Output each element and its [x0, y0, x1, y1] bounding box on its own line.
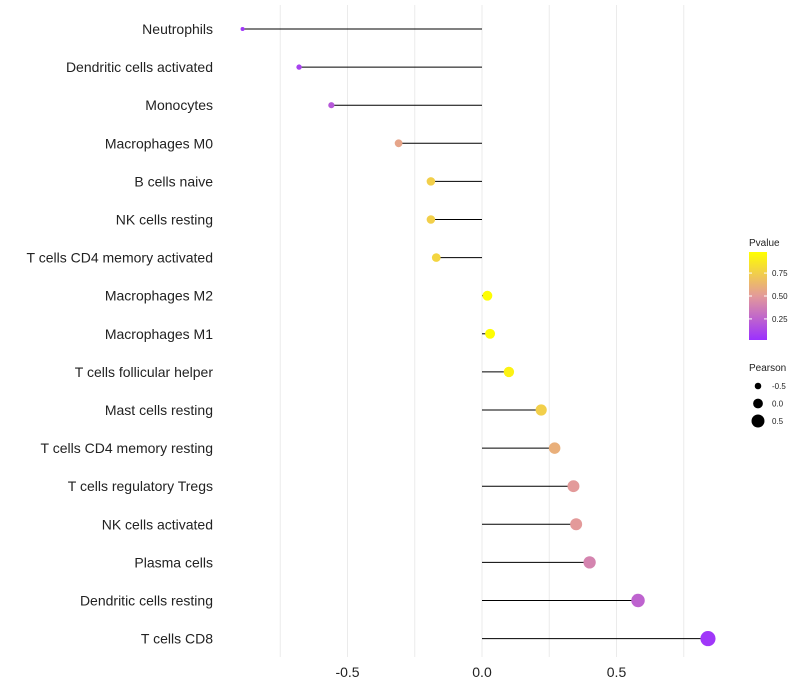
lollipop-point [570, 518, 583, 531]
lollipop-point [583, 556, 596, 569]
pvalue-legend-ticks: 0.25 0.50 0.75 [749, 269, 788, 324]
pearson-legend-label: 0.5 [772, 417, 784, 426]
grid-lines [279, 5, 685, 657]
lollipop-point [394, 139, 403, 148]
pvalue-tick-label: 0.25 [772, 315, 788, 324]
lollipop-point [328, 102, 335, 109]
lollipop-point [240, 26, 245, 32]
category-label: Dendritic cells resting [80, 593, 213, 609]
pearson-legend-key [753, 398, 763, 409]
category-label: T cells CD8 [141, 631, 213, 647]
pearson-legend-keys: -0.5 0.0 0.5 [751, 382, 786, 428]
lollipop-point [535, 404, 547, 416]
lollipop-point [567, 480, 580, 493]
pvalue-legend-title: Pvalue [749, 238, 780, 249]
pvalue-colorbar [749, 252, 767, 340]
category-label: T cells regulatory Tregs [68, 478, 213, 494]
category-label: Mast cells resting [105, 402, 213, 418]
x-tick-label: 0.0 [472, 664, 492, 680]
x-tick-label: -0.5 [335, 664, 359, 680]
pearson-legend: Pearson -0.5 0.0 0.5 [749, 363, 786, 428]
category-label: Macrophages M1 [105, 326, 213, 342]
lollipop-point [548, 442, 561, 454]
category-label: T cells CD4 memory resting [41, 440, 213, 456]
pearson-legend-label: 0.0 [772, 400, 784, 409]
lollipop-point [426, 177, 436, 186]
pearson-legend-key [754, 382, 762, 390]
lollipop-stems [242, 28, 708, 640]
category-label: Plasma cells [134, 554, 213, 570]
lollipop-point [503, 366, 515, 378]
pvalue-tick-label: 0.50 [772, 292, 788, 301]
pearson-legend-key [751, 414, 765, 428]
y-axis-category-labels: Neutrophils Dendritic cells activated Mono… [27, 21, 214, 647]
category-label: Monocytes [145, 97, 213, 113]
category-label: Neutrophils [142, 21, 213, 37]
category-label: B cells naive [134, 173, 213, 189]
pearson-legend-title: Pearson [749, 363, 786, 374]
lollipop-point [700, 631, 716, 647]
category-label: T cells follicular helper [75, 364, 214, 380]
category-label: Macrophages M0 [105, 135, 213, 151]
lollipop-point [482, 290, 493, 301]
lollipop-point [426, 215, 436, 224]
lollipop-point [631, 593, 645, 608]
lollipop-points [240, 26, 716, 647]
pvalue-tick-label: 0.75 [772, 269, 788, 278]
lollipop-point [431, 253, 441, 262]
category-label: Macrophages M2 [105, 288, 213, 304]
lollipop-point [485, 328, 496, 339]
pvalue-legend: Pvalue 0.25 0.50 0.75 [749, 238, 788, 340]
category-label: Dendritic cells activated [66, 59, 213, 75]
category-label: NK cells resting [116, 212, 213, 228]
x-axis-tick-labels: -0.5 0.0 0.5 [335, 664, 626, 680]
category-label: NK cells activated [102, 516, 213, 532]
category-label: T cells CD4 memory activated [27, 250, 213, 266]
lollipop-point [296, 64, 302, 70]
pearson-legend-label: -0.5 [772, 382, 786, 391]
x-tick-label: 0.5 [607, 664, 627, 680]
